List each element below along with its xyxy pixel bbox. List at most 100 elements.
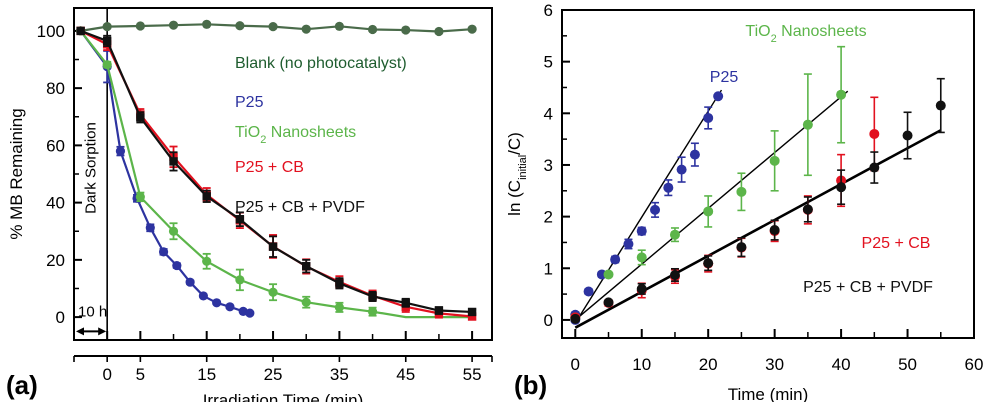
data-point [736, 186, 747, 197]
data-point [669, 269, 680, 280]
panel-b-tag: (b) [514, 370, 547, 400]
data-point [334, 21, 344, 31]
x-tick-label-b: 60 [965, 355, 984, 374]
y-tick-label-b: 3 [544, 156, 553, 175]
panel-b: 0 1 2 3 4 5 6 0 10 20 30 40 50 60 Time (min) ln (Ciniti… [496, 0, 996, 402]
legend-label-4-a: P25 + CB + PVDF [235, 199, 365, 216]
data-point [235, 21, 245, 31]
data-point [135, 21, 145, 31]
data-point [636, 252, 647, 263]
data-point [235, 275, 245, 285]
data-point [136, 113, 145, 122]
y-axis-label-a: % MB Remaining [7, 108, 26, 239]
data-point [769, 225, 780, 236]
legend-label-1-a: P25 [235, 94, 264, 111]
y-tick-label-a: 0 [56, 308, 65, 327]
x-tick-label-a: 55 [463, 365, 482, 384]
data-point [802, 204, 813, 215]
data-point [401, 298, 410, 307]
fit-line-1-b [574, 90, 849, 321]
data-point [902, 130, 913, 141]
series-4-a [76, 26, 477, 317]
data-point [603, 297, 614, 308]
data-point [198, 291, 208, 301]
data-point [703, 112, 714, 123]
data-point [935, 100, 946, 111]
data-point [168, 226, 179, 236]
y-tick-label-b: 5 [544, 53, 553, 72]
data-point [367, 24, 378, 35]
data-point [212, 298, 222, 308]
y-tick-label-a: 100 [37, 22, 65, 41]
data-point [669, 229, 680, 240]
data-point [467, 307, 477, 317]
x-tick-label-b: 20 [699, 355, 718, 374]
data-point [115, 146, 126, 156]
y-tick-label-b: 1 [544, 259, 553, 278]
data-point [467, 312, 477, 321]
y-tick-label-a: 60 [46, 136, 65, 155]
x-tick-label-a: 35 [330, 365, 349, 384]
data-point [467, 24, 477, 34]
ten-hour-label: 10 h [78, 303, 107, 320]
data-point [836, 89, 847, 100]
legend-label-3-a: P25 + CB [235, 159, 304, 176]
data-point [235, 215, 245, 224]
data-point [202, 192, 211, 201]
data-point [434, 26, 444, 37]
panel-a-tag: (a) [6, 370, 38, 400]
data-point [185, 277, 195, 287]
y-tick-label-b: 4 [544, 104, 553, 123]
data-point [168, 20, 179, 30]
data-point [145, 223, 155, 233]
data-point [623, 238, 634, 249]
y-axis-label-b: ln (Cinitial/C) [505, 132, 529, 216]
data-point [603, 269, 614, 280]
data-point [769, 155, 780, 166]
x-tick-label-a: 25 [264, 365, 283, 384]
data-point [135, 192, 145, 202]
y-tick-label-a: 80 [46, 79, 65, 98]
y-tick-label-b: 2 [544, 208, 553, 227]
y-tick-label-b: 6 [544, 1, 553, 20]
data-point [301, 297, 311, 307]
data-point [158, 247, 169, 257]
data-point [869, 162, 880, 173]
data-point [102, 60, 112, 70]
arrow-head-right [98, 327, 107, 336]
x-tick-label-a: 45 [396, 365, 415, 384]
x-tick-label-a: 5 [136, 365, 145, 384]
data-point [202, 19, 212, 29]
data-point [689, 149, 700, 160]
data-point [202, 256, 212, 266]
data-point [802, 119, 813, 130]
y-tick-label-a: 20 [46, 251, 65, 270]
data-point [736, 242, 747, 253]
data-point [245, 308, 255, 318]
panel-a: 0 20 40 60 80 100 0 5 15 25 35 45 55 Irradiation Time… [6, 7, 493, 402]
y-tick-label-a: 40 [46, 194, 65, 213]
x-tick-label-a: 0 [102, 365, 111, 384]
data-point [570, 313, 581, 324]
legend-label-2-b: P25 + CB [862, 235, 931, 252]
data-point [268, 22, 278, 32]
data-point [650, 204, 661, 215]
plot-frame-b [561, 9, 975, 339]
data-point [401, 25, 411, 35]
data-point [335, 279, 344, 288]
data-point [76, 26, 85, 36]
y-tick-label-b: 0 [544, 311, 553, 330]
x-axis-label-b: Time (min) [728, 385, 809, 402]
data-point [434, 306, 444, 315]
data-point [583, 286, 594, 297]
data-point [102, 22, 112, 32]
x-tick-label-b: 30 [765, 355, 784, 374]
x-axis-label-a: Irradiation Time (min) [203, 391, 364, 402]
legend-label-0-b: TiO2 Nanosheets [745, 23, 866, 45]
arrow-head-left [76, 327, 84, 336]
data-point [676, 164, 687, 175]
series-1-a [76, 26, 255, 318]
fit-line-3-b [574, 129, 942, 329]
panel-a-canvas: 0 20 40 60 80 100 0 5 15 25 35 45 55 Irradiation Time… [6, 7, 493, 402]
